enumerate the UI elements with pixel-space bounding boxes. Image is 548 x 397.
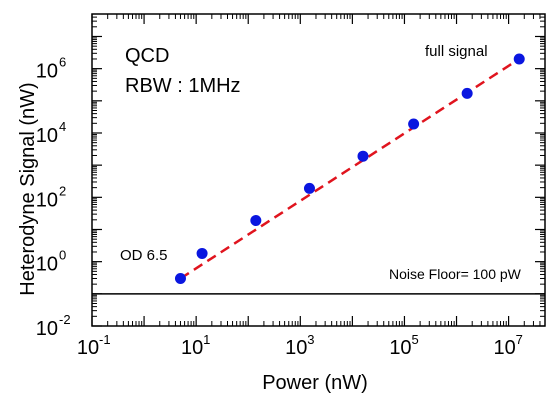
annotation-od: OD 6.5 [120, 247, 168, 264]
y-tick-label: 10 [36, 125, 58, 147]
data-point [357, 150, 369, 162]
plot-frame [91, 13, 546, 327]
data-point [250, 215, 262, 227]
y-tick-exponent: 4 [59, 119, 66, 134]
y-tick-exponent: -2 [59, 312, 71, 327]
annotation-qcd: QCD [125, 45, 169, 67]
x-tick-label: 10 [493, 337, 515, 359]
x-tick-exponent: 3 [307, 332, 314, 347]
y-tick-exponent: 2 [59, 183, 66, 198]
x-tick-exponent: -1 [99, 332, 111, 347]
y-tick-label: 10 [36, 254, 58, 276]
annotation-full-signal: full signal [425, 43, 488, 60]
y-tick-label: 10 [36, 318, 58, 340]
data-point [303, 182, 315, 194]
y-tick-label: 10 [36, 189, 58, 211]
y-tick-exponent: 0 [59, 248, 66, 263]
x-tick-exponent: 1 [203, 332, 210, 347]
data-point [461, 87, 473, 99]
x-tick-label: 10 [77, 337, 99, 359]
annotation-rbw: RBW : 1MHz [125, 75, 241, 97]
y-tick-label: 10 [36, 61, 58, 83]
y-axis-label: Heterodyne Signal (nW) [17, 82, 39, 295]
data-point [196, 247, 208, 259]
x-tick-label: 10 [389, 337, 411, 359]
x-tick-exponent: 5 [411, 332, 418, 347]
x-tick-labels: 10 -1 10 1 10 3 10 5 10 7 [77, 332, 523, 359]
noise-floor-label: Noise Floor= 100 pW [389, 266, 522, 282]
data-points [174, 53, 525, 284]
data-point [408, 118, 420, 130]
x-tick-label: 10 [181, 337, 203, 359]
y-tick-exponent: 6 [59, 55, 66, 70]
minor-ticks [92, 14, 545, 326]
data-point [513, 53, 525, 65]
x-tick-label: 10 [285, 337, 307, 359]
x-axis-label: Power (nW) [262, 372, 368, 394]
data-point [174, 272, 186, 284]
x-tick-exponent: 7 [516, 332, 523, 347]
